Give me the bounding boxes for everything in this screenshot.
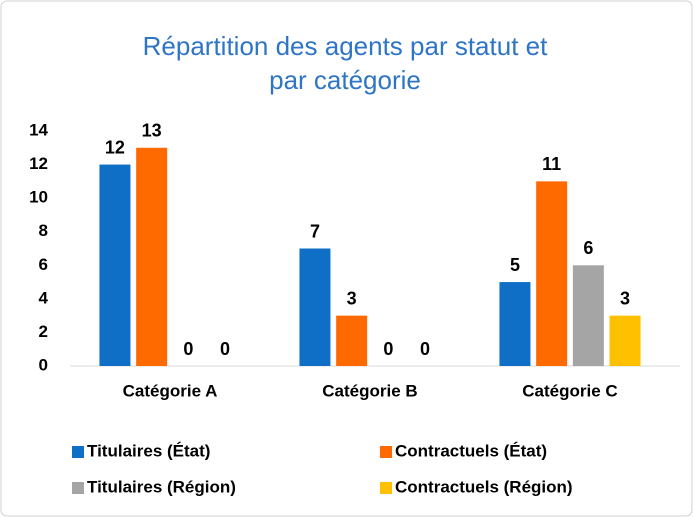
data-label: 7 — [310, 221, 320, 241]
y-tick-label: 10 — [29, 188, 48, 207]
y-tick-label: 4 — [39, 288, 49, 307]
chart-title: Répartition des agents par statut et — [143, 31, 548, 61]
y-tick-label: 14 — [29, 120, 48, 139]
y-tick-label: 6 — [39, 255, 48, 274]
legend-label: Contractuels (État) — [395, 441, 547, 460]
bar — [536, 181, 568, 366]
data-label: 5 — [510, 255, 520, 275]
legend-label: Contractuels (Région) — [395, 477, 573, 496]
y-tick-label: 2 — [39, 322, 48, 341]
x-tick-label: Catégorie B — [322, 381, 417, 400]
chart-title: par catégorie — [269, 65, 421, 95]
data-label: 0 — [420, 339, 430, 359]
x-tick-label: Catégorie C — [522, 381, 617, 400]
data-label: 11 — [542, 154, 561, 174]
data-label: 0 — [220, 339, 230, 359]
bar — [609, 315, 641, 366]
data-label: 0 — [183, 339, 193, 359]
data-label: 13 — [142, 121, 162, 141]
legend-label: Titulaires (Région) — [87, 477, 236, 496]
data-label: 0 — [383, 339, 393, 359]
bar — [499, 282, 531, 366]
data-label: 6 — [583, 238, 593, 258]
data-label: 3 — [347, 288, 357, 308]
bar — [99, 164, 131, 366]
y-tick-label: 12 — [29, 154, 48, 173]
bar — [299, 248, 331, 366]
data-label: 12 — [105, 137, 125, 157]
legend-swatch — [72, 482, 84, 494]
bar — [572, 265, 604, 366]
bar — [336, 315, 368, 366]
y-tick-label: 8 — [39, 221, 48, 240]
legend-label: Titulaires (État) — [87, 441, 210, 460]
bar — [136, 147, 168, 366]
data-label: 3 — [620, 288, 630, 308]
x-tick-label: Catégorie A — [123, 381, 218, 400]
legend-swatch — [380, 446, 392, 458]
y-tick-label: 0 — [39, 355, 48, 374]
legend-swatch — [72, 446, 84, 458]
legend-swatch — [380, 482, 392, 494]
